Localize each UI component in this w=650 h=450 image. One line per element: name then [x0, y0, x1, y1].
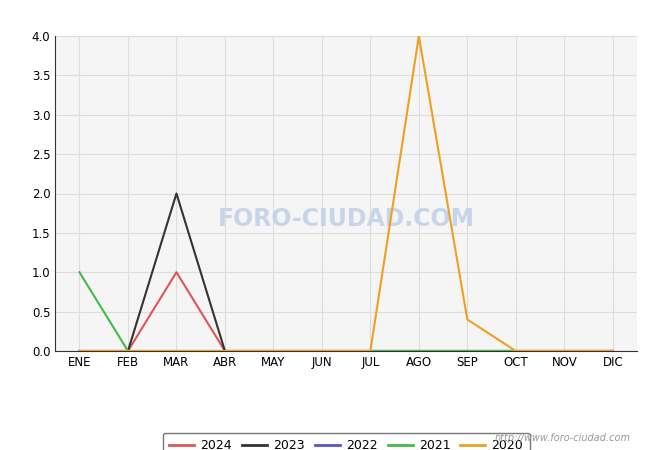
Text: FORO-CIUDAD.COM: FORO-CIUDAD.COM	[218, 207, 474, 231]
Legend: 2024, 2023, 2022, 2021, 2020: 2024, 2023, 2022, 2021, 2020	[162, 432, 530, 450]
Text: http://www.foro-ciudad.com: http://www.foro-ciudad.com	[495, 433, 630, 443]
Text: Matriculaciones de Vehiculos en El Losar del Barco: Matriculaciones de Vehiculos en El Losar…	[122, 9, 528, 24]
